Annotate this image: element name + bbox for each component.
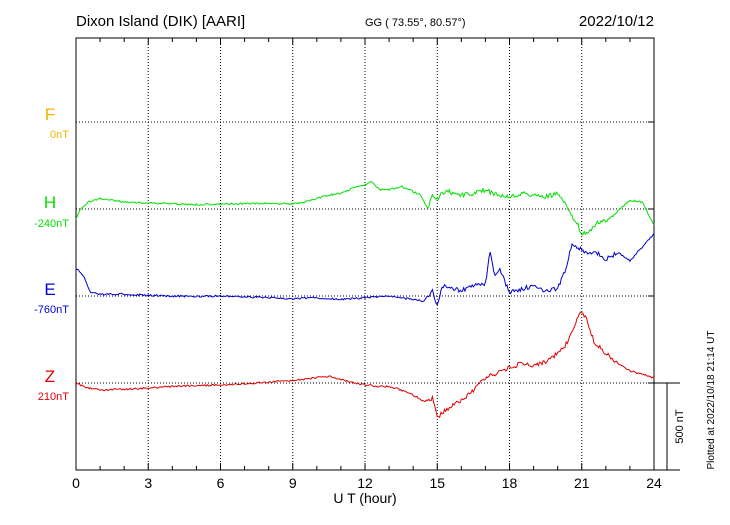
series-line-h bbox=[75, 181, 655, 236]
station-title: Dixon Island (DIK) [AARI] bbox=[76, 13, 245, 30]
x-tick-label: 24 bbox=[646, 475, 662, 491]
series-name-f: F bbox=[45, 105, 55, 124]
scale-bar-label: 500 nT bbox=[674, 409, 686, 444]
series-baseline-h: -240nT bbox=[34, 218, 69, 230]
x-tick-label: 0 bbox=[72, 475, 80, 491]
series-baseline-e: -760nT bbox=[34, 304, 69, 316]
x-tick-label: 21 bbox=[574, 475, 590, 491]
x-tick-label: 12 bbox=[357, 475, 373, 491]
scale-bar: 500 nT bbox=[654, 382, 686, 471]
plotted-note: Plotted at 2022/10/18 21:14 UT bbox=[706, 331, 717, 470]
x-axis-label: U T (hour) bbox=[333, 490, 396, 506]
series-name-h: H bbox=[44, 193, 56, 212]
series-line-e bbox=[75, 233, 655, 306]
x-tick-label: 6 bbox=[217, 475, 225, 491]
series-labels: F 0nT H -240nT E -760nT Z 210nT bbox=[34, 105, 69, 403]
x-axis-ticks bbox=[75, 38, 655, 470]
station-coordinates: GG ( 73.55°, 80.57°) bbox=[365, 17, 466, 29]
x-tick-label: 15 bbox=[429, 475, 445, 491]
series-name-z: Z bbox=[45, 367, 55, 386]
series-baseline-f: 0nT bbox=[50, 129, 69, 141]
series-baseline-z: 210nT bbox=[38, 391, 69, 403]
x-axis-tick-labels: 0 3 6 9 12 15 18 21 24 bbox=[72, 475, 662, 491]
plot-grid bbox=[76, 38, 654, 470]
series-lines bbox=[75, 181, 655, 419]
series-line-z bbox=[75, 311, 655, 419]
series-name-e: E bbox=[44, 280, 55, 299]
x-tick-label: 3 bbox=[144, 475, 152, 491]
x-tick-label: 18 bbox=[502, 475, 518, 491]
plot-date: 2022/10/12 bbox=[579, 13, 654, 30]
x-tick-label: 9 bbox=[289, 475, 297, 491]
